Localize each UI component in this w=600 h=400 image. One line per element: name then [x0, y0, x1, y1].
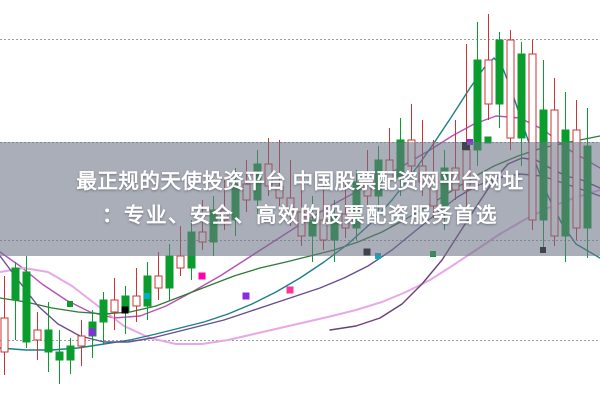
candle-body	[165, 255, 174, 289]
promo-banner-line-2: ：专业、安全、高效的股票配资服务首选	[102, 204, 498, 227]
signal-marker-1	[67, 301, 73, 307]
candle-body	[99, 299, 108, 323]
candle-body	[517, 53, 526, 139]
signal-marker-3	[144, 293, 150, 299]
candle-body	[484, 59, 493, 105]
candle-body	[506, 39, 515, 139]
signal-marker-0	[88, 328, 96, 336]
promo-banner-overlay: 最正规的天使投资平台 中国股票配资网平台网址 ：专业、安全、高效的股票配资服务首…	[0, 142, 600, 256]
candle-body	[44, 329, 53, 353]
candle-body	[110, 299, 119, 313]
candle-body	[176, 255, 185, 269]
candle-45	[495, 32, 504, 128]
candle-0	[0, 276, 9, 375]
signal-marker-8	[375, 253, 381, 259]
candle-12	[132, 268, 141, 322]
signal-marker-6	[286, 286, 294, 294]
signal-marker-5	[242, 292, 250, 300]
candle-44	[484, 14, 493, 120]
candle-46	[506, 30, 515, 150]
candle-body	[495, 39, 504, 105]
candle-body	[143, 275, 152, 307]
candle-7	[77, 320, 86, 366]
candle-body	[132, 295, 141, 307]
candle-body	[33, 329, 42, 341]
candle-4	[44, 302, 53, 372]
candle-body	[11, 267, 20, 301]
candle-14	[154, 252, 163, 300]
signal-marker-2	[121, 306, 129, 314]
candle-body	[66, 345, 75, 361]
candle-2	[22, 256, 31, 348]
signal-marker-4	[198, 272, 206, 280]
candle-9	[99, 292, 108, 344]
candle-body	[154, 275, 163, 289]
candle-5	[55, 330, 64, 384]
candle-6	[66, 338, 75, 374]
candle-body	[55, 351, 64, 361]
candle-10	[110, 278, 119, 330]
candle-1	[11, 262, 20, 340]
candle-body	[0, 317, 9, 353]
candle-body	[77, 335, 86, 347]
candle-body	[473, 59, 482, 151]
promo-banner-line-1: 最正规的天使投资平台 中国股票配资网平台网址	[76, 170, 524, 193]
candle-3	[33, 312, 42, 360]
candle-body	[22, 271, 31, 343]
candle-13	[143, 262, 152, 320]
signal-marker-11	[484, 136, 492, 144]
